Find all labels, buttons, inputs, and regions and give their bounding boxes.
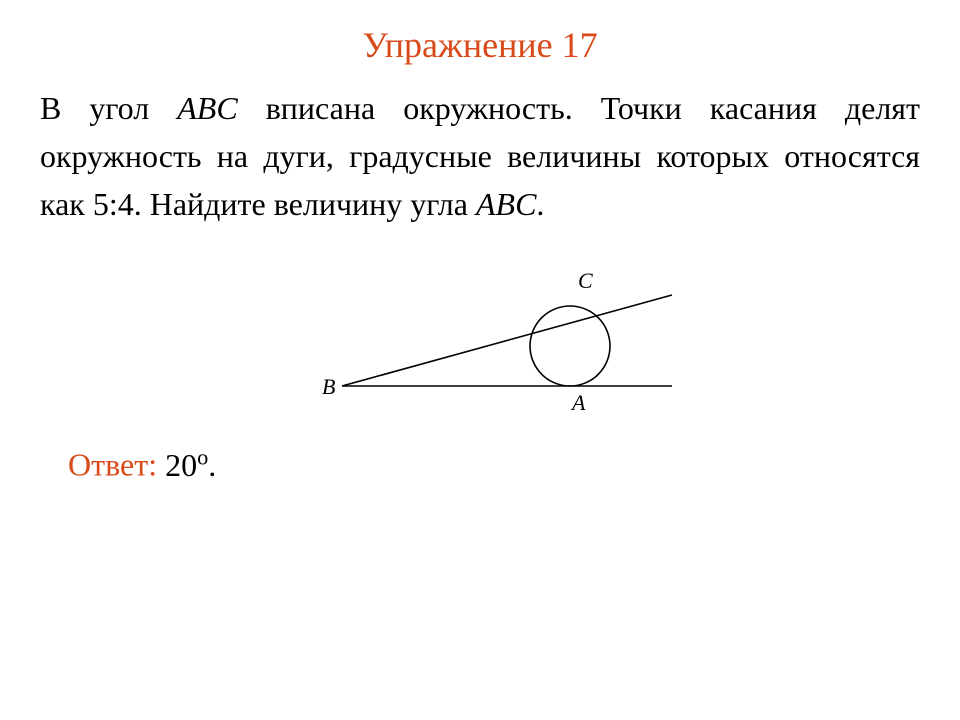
answer-value-main: 20 <box>165 447 197 483</box>
problem-abc-2: ABC <box>476 186 536 222</box>
problem-text-3: . <box>536 186 544 222</box>
geometry-diagram: B C A <box>270 248 690 418</box>
slide-page: Упражнение 17 В угол ABC вписана окружно… <box>0 0 960 720</box>
answer-value-suffix: . <box>208 447 216 483</box>
diagram-container: B C A <box>40 248 920 418</box>
answer-value-sup: о <box>197 444 208 469</box>
svg-text:A: A <box>570 390 586 415</box>
problem-text-1: В угол <box>40 90 177 126</box>
exercise-title-text: Упражнение 17 <box>362 25 597 65</box>
answer-block: Ответ: 20о. <box>68 444 920 484</box>
exercise-title: Упражнение 17 <box>40 24 920 66</box>
answer-value: 20о. <box>165 447 216 483</box>
svg-text:C: C <box>578 268 593 293</box>
svg-text:B: B <box>322 374 335 399</box>
problem-abc-1: ABC <box>177 90 237 126</box>
answer-label: Ответ: <box>68 447 165 483</box>
problem-statement: В угол ABC вписана окружность. Точки кас… <box>40 84 920 228</box>
